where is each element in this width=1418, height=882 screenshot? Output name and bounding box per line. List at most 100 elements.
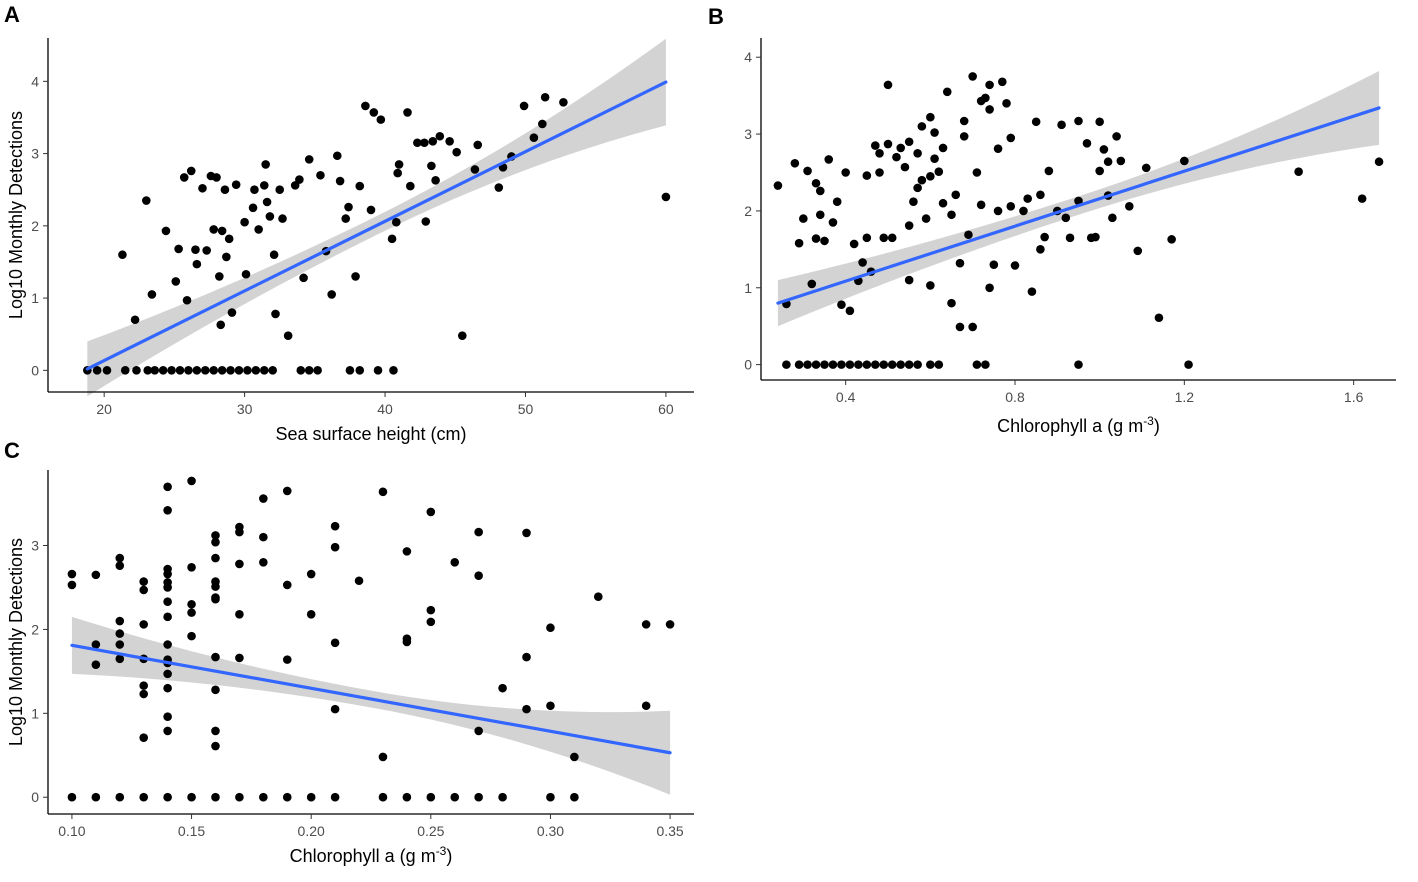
data-point: [1036, 245, 1045, 254]
x-tick-label: 1.6: [1344, 389, 1364, 405]
data-point: [413, 138, 422, 148]
data-point: [519, 101, 529, 111]
data-point: [445, 137, 454, 146]
data-point: [118, 250, 127, 260]
data-point: [366, 205, 376, 215]
data-point: [845, 360, 855, 369]
x-tick-label: 0.10: [58, 823, 85, 839]
data-point: [427, 161, 436, 171]
data-point: [1095, 117, 1104, 127]
data-point: [849, 239, 859, 249]
data-point: [942, 87, 952, 97]
data-point: [211, 685, 220, 695]
data-point: [220, 185, 230, 195]
x-axis-title: Chlorophyll a (g m-3): [997, 414, 1160, 436]
data-point: [494, 183, 504, 192]
data-point: [426, 792, 436, 802]
data-point: [917, 175, 927, 185]
data-point: [268, 366, 277, 375]
data-point: [259, 532, 268, 542]
data-point: [211, 652, 220, 662]
x-tick-label: 0.15: [178, 823, 205, 839]
data-point: [522, 528, 531, 538]
data-point: [773, 181, 783, 190]
data-point: [389, 366, 398, 375]
y-tick-label: 3: [744, 126, 752, 142]
data-point: [837, 360, 846, 369]
panel-letter: A: [4, 2, 20, 27]
y-axis-title: Log10 Monthly Detections: [6, 538, 26, 746]
data-point: [262, 197, 272, 207]
data-point: [934, 167, 944, 177]
data-point: [394, 160, 404, 169]
panel-letter: C: [4, 438, 20, 463]
data-point: [883, 139, 893, 149]
data-point: [1006, 202, 1016, 211]
data-point: [474, 726, 483, 736]
y-tick-label: 0: [31, 362, 39, 378]
data-point: [306, 792, 316, 802]
data-point: [570, 792, 579, 802]
y-tick-label: 1: [31, 290, 39, 306]
data-point: [91, 660, 101, 669]
data-point: [904, 221, 914, 230]
data-point: [641, 620, 651, 629]
data-point: [92, 366, 102, 375]
data-point: [811, 234, 821, 243]
data-point: [115, 561, 125, 570]
data-point: [981, 360, 990, 369]
data-point: [330, 792, 340, 802]
data-point: [892, 152, 901, 162]
data-point: [917, 122, 927, 131]
data-point: [452, 147, 461, 157]
data-point: [593, 592, 603, 601]
data-point: [163, 669, 172, 679]
data-point: [1031, 117, 1041, 127]
data-point: [985, 105, 994, 114]
data-point: [211, 726, 220, 736]
data-point: [261, 160, 270, 169]
data-point: [546, 623, 555, 633]
data-point: [426, 617, 436, 627]
data-point: [522, 652, 531, 662]
data-point: [304, 155, 314, 164]
data-point: [403, 108, 412, 117]
data-point: [1357, 194, 1367, 203]
data-point: [934, 360, 944, 369]
data-point: [115, 654, 125, 664]
data-point: [1374, 157, 1384, 167]
data-point: [275, 185, 285, 195]
data-point: [457, 331, 467, 340]
data-point: [1027, 287, 1037, 296]
data-point: [559, 97, 568, 107]
data-point: [91, 792, 101, 802]
data-point: [964, 230, 973, 240]
data-point: [1061, 213, 1071, 223]
data-point: [115, 553, 125, 563]
data-point: [887, 360, 897, 369]
data-point: [828, 360, 838, 369]
x-axis-title-superscript: -3: [436, 844, 447, 858]
y-tick-label: 3: [31, 146, 39, 162]
data-point: [474, 792, 483, 802]
data-point: [391, 217, 401, 227]
data-point: [259, 494, 268, 503]
data-point: [161, 226, 171, 236]
data-point: [187, 563, 196, 572]
data-point: [896, 143, 905, 153]
data-point: [163, 612, 172, 622]
data-point: [355, 366, 365, 375]
x-tick-label: 0.4: [836, 389, 856, 405]
data-point: [862, 233, 872, 243]
data-point: [1006, 133, 1016, 143]
data-point: [473, 140, 483, 150]
data-point: [235, 559, 244, 569]
data-point: [913, 360, 922, 369]
data-point: [904, 360, 914, 369]
data-point: [1103, 157, 1113, 167]
data-point: [139, 681, 149, 690]
data-point: [421, 217, 431, 226]
data-point: [913, 148, 922, 158]
data-point: [216, 320, 226, 330]
data-point: [883, 80, 893, 90]
